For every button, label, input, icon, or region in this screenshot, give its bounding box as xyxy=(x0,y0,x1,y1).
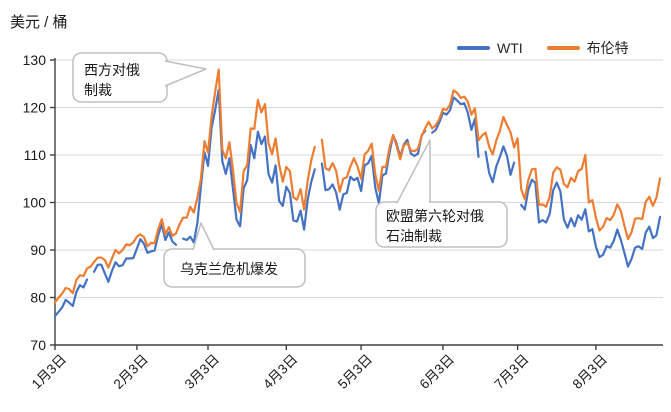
callout-text-line: 乌克兰危机爆发 xyxy=(180,261,278,277)
callout-pointer xyxy=(192,222,215,251)
legend-item-wti: WTI xyxy=(457,40,523,56)
axes xyxy=(50,58,663,350)
callout-box xyxy=(375,201,508,248)
y-axis-unit-label: 美元 / 桶 xyxy=(10,14,68,31)
callout-text-line: 石油制裁 xyxy=(386,228,442,244)
y-tick-label: 110 xyxy=(24,147,47,163)
y-tick-label: 70 xyxy=(30,337,46,353)
x-tick-label: 6月3日 xyxy=(417,352,457,392)
callout-pointer xyxy=(396,139,431,204)
legend-item-brent: 布伦特 xyxy=(546,38,629,58)
y-tick-label: 80 xyxy=(30,290,46,306)
annotation-western-sanctions: 西方对俄 制裁 xyxy=(72,52,207,103)
legend: WTI 布伦特 xyxy=(457,38,629,58)
legend-label-brent: 布伦特 xyxy=(586,40,629,56)
x-tick-label: 7月3日 xyxy=(491,352,531,392)
y-tick-label: 90 xyxy=(30,242,46,258)
brent-line-swatch xyxy=(546,46,580,50)
brent-line xyxy=(53,68,662,304)
x-tick-label: 4月3日 xyxy=(260,352,300,392)
callout-box xyxy=(163,248,306,288)
callout-pointer xyxy=(164,60,207,87)
callout-text-line: 西方对俄 xyxy=(84,62,140,78)
wti-line xyxy=(53,88,662,318)
callout-text-line: 制裁 xyxy=(84,82,112,98)
y-tick-label: 130 xyxy=(23,52,47,68)
x-tick-label: 8月3日 xyxy=(570,352,610,392)
annotation-ukraine-crisis: 乌克兰危机爆发 xyxy=(163,222,306,288)
callout-text-line: 欧盟第六轮对俄 xyxy=(386,208,484,224)
x-tick-label: 3月3日 xyxy=(182,352,222,392)
annotation-eu-sixth-sanctions: 欧盟第六轮对俄 石油制裁 xyxy=(375,139,508,248)
y-tick-label: 120 xyxy=(23,100,47,116)
x-tick-label: 1月3日 xyxy=(29,352,69,392)
x-tick-label: 2月3日 xyxy=(111,352,151,392)
wti-line-swatch xyxy=(457,46,490,50)
legend-label-wti: WTI xyxy=(497,40,523,56)
x-tick-label: 5月3日 xyxy=(335,352,375,392)
y-tick-label: 100 xyxy=(23,195,47,211)
